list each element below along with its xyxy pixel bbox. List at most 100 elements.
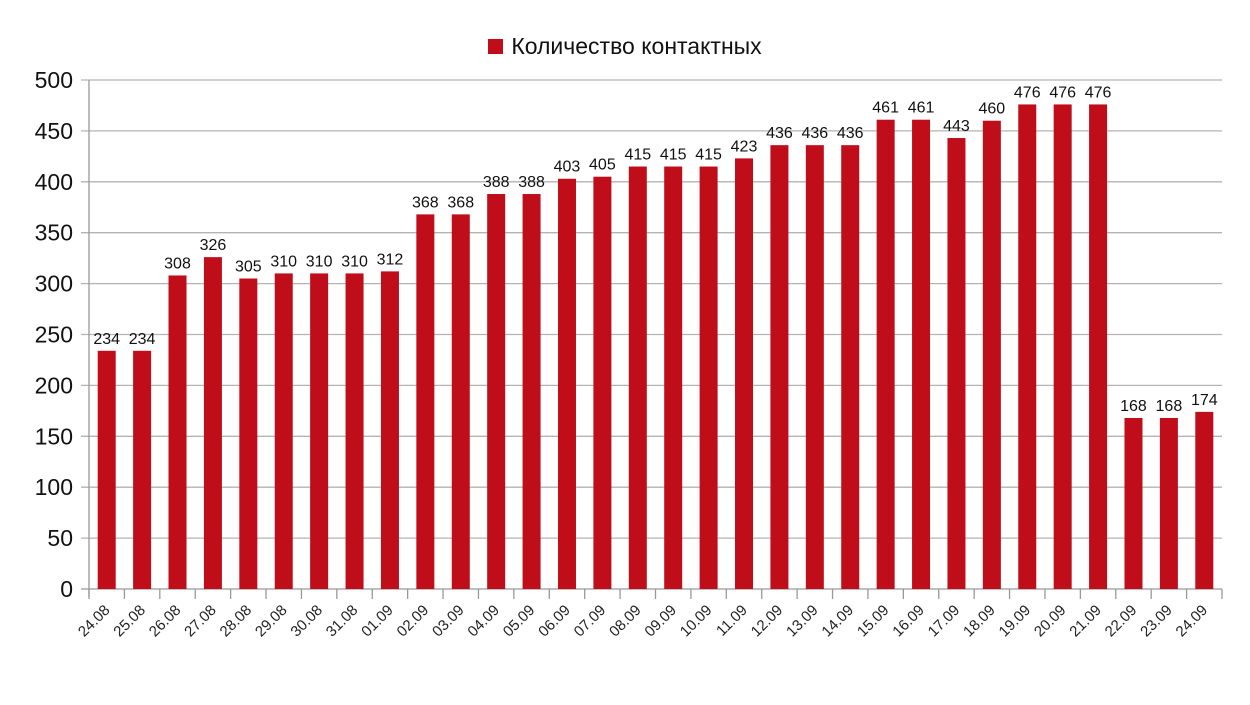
- x-tick-label: 29.08: [252, 602, 291, 641]
- data-label: 403: [554, 159, 581, 176]
- bar: [274, 273, 293, 589]
- bar: [699, 166, 718, 589]
- data-label: 310: [306, 253, 333, 270]
- data-label: 476: [1049, 84, 1076, 101]
- y-tick-label: 200: [35, 372, 73, 398]
- x-tick-label: 25.08: [110, 602, 149, 641]
- bar: [1159, 417, 1178, 589]
- bar: [522, 194, 541, 590]
- bar: [380, 271, 399, 589]
- data-label: 310: [270, 253, 297, 270]
- bar: [1089, 104, 1108, 589]
- x-tick-label: 13.09: [783, 602, 822, 641]
- x-tick-label: 24.08: [75, 602, 114, 641]
- x-tick-label: 20.09: [1031, 602, 1070, 641]
- bar: [912, 119, 931, 590]
- data-label: 415: [660, 147, 687, 164]
- data-label: 461: [908, 100, 935, 117]
- bar: [451, 214, 470, 589]
- x-tick-label: 11.09: [713, 602, 751, 640]
- y-tick-label: 450: [35, 118, 73, 144]
- bar: [1124, 417, 1143, 589]
- bar: [487, 194, 506, 590]
- x-tick-label: 30.08: [287, 602, 326, 641]
- legend-label: Количество контактных: [511, 33, 762, 59]
- bar: [982, 120, 1001, 589]
- data-label: 368: [412, 194, 439, 211]
- bar: [735, 158, 754, 590]
- bar: [345, 273, 364, 589]
- x-tick-label: 28.08: [217, 602, 256, 641]
- data-label: 476: [1014, 84, 1041, 101]
- y-tick-label: 50: [47, 525, 73, 551]
- x-tick-label: 04.09: [464, 602, 503, 641]
- data-label: 305: [235, 259, 262, 276]
- x-tick-label: 12.09: [748, 602, 787, 641]
- x-tick-label: 10.09: [677, 602, 716, 641]
- x-tick-label: 22.09: [1102, 602, 1141, 641]
- data-label: 436: [766, 125, 793, 142]
- x-tick-label: 24.09: [1173, 602, 1212, 641]
- data-label: 460: [979, 101, 1006, 118]
- bar: [1053, 104, 1072, 589]
- x-tick-label: 08.09: [606, 602, 645, 641]
- x-tick-label: 01.09: [358, 602, 397, 641]
- data-label: 234: [129, 331, 156, 348]
- legend: Количество контактных: [0, 33, 1250, 60]
- data-label: 368: [447, 194, 474, 211]
- x-tick-label: 18.09: [960, 602, 999, 641]
- x-tick-label: 15.09: [854, 602, 893, 641]
- data-label: 168: [1156, 398, 1183, 415]
- y-tick-label: 300: [35, 271, 73, 297]
- x-tick-label: 17.09: [925, 602, 964, 641]
- bar: [1018, 104, 1037, 589]
- data-label: 388: [518, 174, 545, 191]
- bar: [770, 145, 789, 590]
- y-tick-label: 150: [35, 423, 73, 449]
- data-label: 415: [695, 147, 722, 164]
- y-tick-label: 100: [35, 474, 73, 500]
- data-label: 423: [731, 138, 758, 155]
- x-tick-label: 21.09: [1066, 602, 1105, 641]
- bar: [628, 166, 647, 589]
- bar: [416, 214, 435, 589]
- bar: [1195, 411, 1214, 589]
- x-tick-label: 19.09: [996, 602, 1035, 641]
- data-label: 436: [801, 125, 828, 142]
- bar: [664, 166, 683, 589]
- bar: [841, 145, 860, 590]
- bar: [97, 350, 116, 589]
- data-label: 443: [943, 118, 970, 135]
- x-tick-label: 03.09: [429, 602, 468, 641]
- x-tick-label: 06.09: [535, 602, 574, 641]
- data-label: 388: [483, 174, 510, 191]
- data-label: 461: [872, 100, 899, 117]
- bar: [593, 176, 612, 589]
- data-label: 168: [1120, 398, 1147, 415]
- x-tick-label: 05.09: [500, 602, 539, 641]
- x-tick-label: 14.09: [818, 602, 857, 641]
- bar: [947, 138, 966, 589]
- data-label: 310: [341, 253, 368, 270]
- data-label: 174: [1191, 392, 1218, 409]
- y-tick-label: 0: [60, 576, 73, 602]
- data-label: 312: [377, 251, 404, 268]
- bar: [310, 273, 329, 589]
- data-label: 436: [837, 125, 864, 142]
- x-tick-label: 26.08: [146, 602, 185, 641]
- bar: [805, 145, 824, 590]
- x-tick-label: 31.08: [323, 602, 362, 641]
- x-tick-label: 23.09: [1137, 602, 1176, 641]
- data-label: 405: [589, 157, 616, 174]
- bar: [876, 119, 895, 590]
- legend-swatch: [488, 39, 504, 54]
- data-label: 326: [200, 237, 227, 254]
- bar: [557, 178, 576, 589]
- bar: [133, 350, 152, 589]
- y-tick-label: 500: [35, 67, 73, 93]
- x-tick-label: 09.09: [641, 602, 680, 641]
- y-tick-label: 400: [35, 169, 73, 195]
- x-tick-label: 07.09: [571, 602, 610, 641]
- y-tick-label: 250: [35, 322, 73, 348]
